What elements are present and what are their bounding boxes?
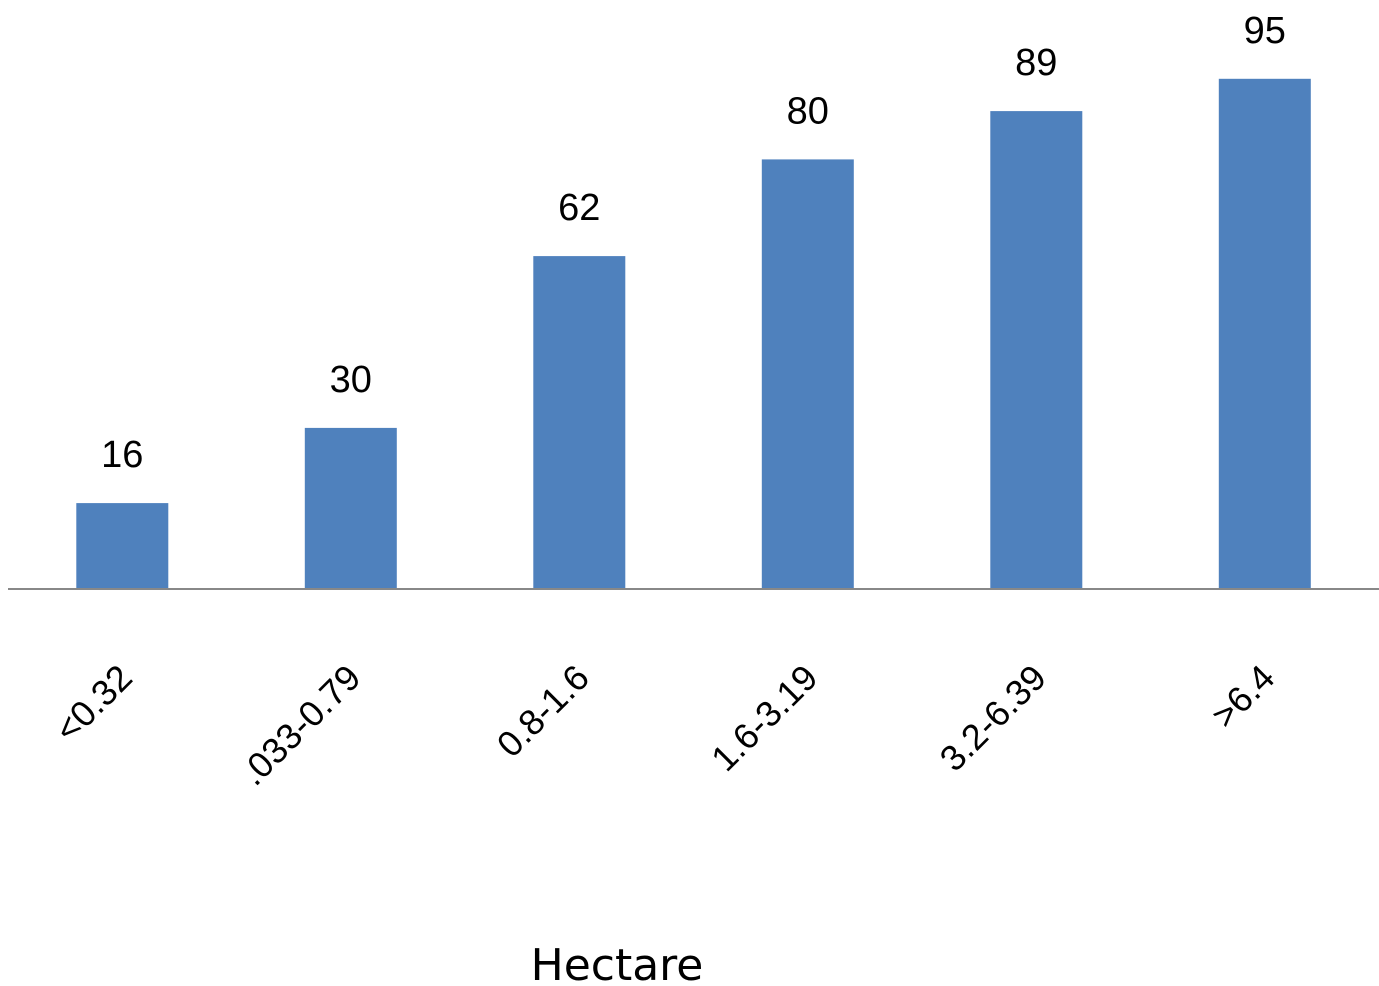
bar-1	[304, 427, 397, 589]
data-labels-group: 16 30 62 80 89 95	[101, 10, 1286, 476]
bar-5	[1218, 78, 1311, 590]
x-tick-labels-group: <0.32 .033-0.79 0.8-1.6 1.6-3.19 3.2-6.39 >6.…	[47, 657, 1283, 794]
data-label-3: 80	[787, 90, 829, 132]
bar-0	[76, 503, 169, 589]
bar-3	[761, 159, 854, 589]
bar-4	[990, 111, 1083, 589]
data-label-0: 16	[101, 434, 143, 476]
bar-2	[533, 256, 626, 589]
data-label-2: 62	[558, 187, 600, 229]
x-tick-label-1: .033-0.79	[232, 657, 369, 794]
x-tick-label-5: >6.4	[1203, 657, 1282, 736]
data-label-4: 89	[1015, 42, 1057, 84]
x-tick-label-4: 3.2-6.39	[932, 657, 1054, 779]
x-tick-label-3: 1.6-3.19	[703, 657, 825, 779]
x-axis-title: Hectare	[531, 940, 704, 986]
bars-group	[76, 78, 1311, 590]
data-label-1: 30	[330, 359, 372, 401]
x-tick-label-0: <0.32	[47, 657, 140, 750]
data-label-5: 95	[1244, 10, 1286, 52]
x-tick-label-2: 0.8-1.6	[489, 657, 597, 765]
